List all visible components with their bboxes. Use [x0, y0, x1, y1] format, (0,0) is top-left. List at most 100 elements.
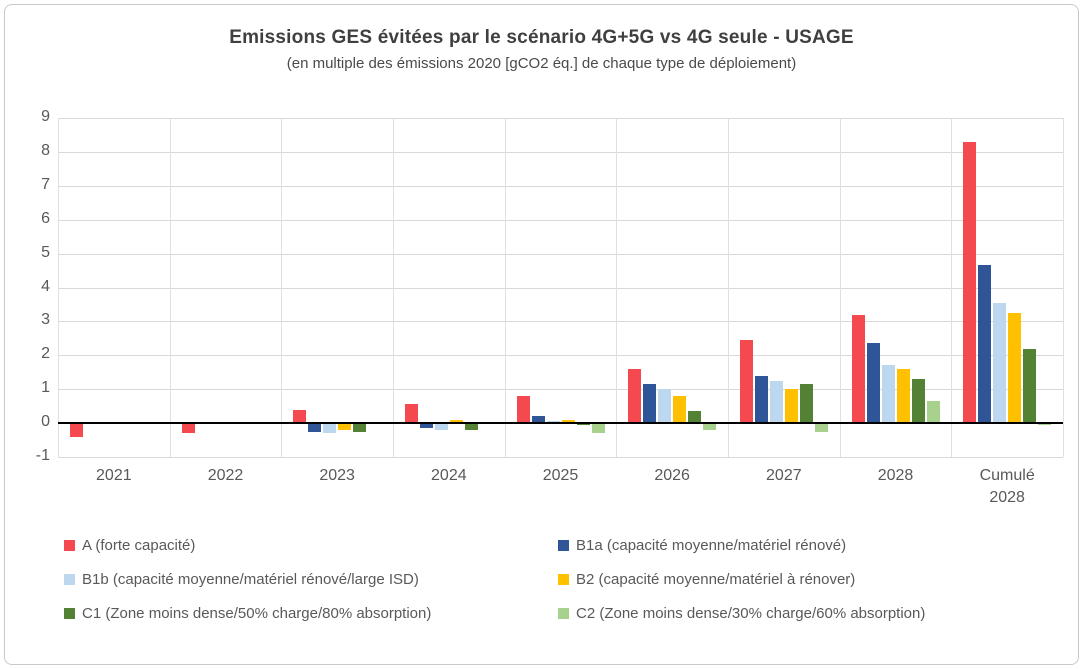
gridline-x-0 — [58, 118, 59, 457]
bar-C1-2023 — [353, 423, 367, 432]
bar-B2-2027 — [784, 389, 798, 424]
legend-label: B1b (capacité moyenne/matériel rénové/la… — [82, 571, 419, 588]
legend-swatch-icon — [558, 540, 569, 551]
legend-label: A (forte capacité) — [82, 537, 196, 554]
legend-swatch-icon — [64, 540, 75, 551]
x-axis-label-2022: 2022 — [207, 467, 244, 484]
gridline-y-7 — [58, 185, 1063, 187]
plot-area: 9 8 7 6 5 4 3 2 1 0 -1 2021 2022 2023 2024 2025 2026 2027… — [5, 5, 1078, 664]
gridline-y-5 — [58, 253, 1063, 255]
y-axis-label-3: 3 — [41, 311, 50, 329]
x-axis-label-2028: 2028 — [877, 467, 914, 484]
bar-B2-2026 — [673, 395, 687, 424]
bar-C1-Cumulé-2028 — [1023, 348, 1037, 424]
bar-B2-2028 — [896, 368, 910, 424]
gridline-x-7 — [839, 118, 841, 457]
bar-A-2021 — [69, 423, 83, 437]
bar-C1-2026 — [688, 411, 702, 424]
bar-B1a-2024 — [419, 423, 433, 429]
bar-A-2025 — [516, 395, 530, 424]
bar-C2-2028 — [926, 401, 940, 424]
x-axis-label-2023: 2023 — [319, 467, 355, 484]
chart-frame: Emissions GES évitées par le scénario 4G… — [4, 4, 1079, 665]
bar-A-2026 — [628, 368, 642, 424]
x-axis-label-2021: 2021 — [96, 467, 132, 484]
gridline-y-2 — [58, 355, 1063, 357]
bar-B1a-2023 — [308, 423, 322, 432]
x-axis-label-2025: 2025 — [542, 467, 579, 484]
gridline-x-5 — [616, 118, 618, 457]
legend-item-C1: C1 (Zone moins dense/50% charge/80% abso… — [64, 605, 558, 622]
bar-C2-2025 — [591, 423, 605, 434]
chart-title: Emissions GES évitées par le scénario 4G… — [229, 27, 854, 48]
y-axis-label-6: 6 — [41, 209, 50, 227]
gridline-y-8 — [58, 151, 1063, 153]
bar-B1b-2027 — [769, 380, 783, 424]
bar-C2-2026 — [703, 423, 717, 430]
bar-A-2023 — [293, 409, 307, 424]
legend: A (forte capacité) B1a (capacité moyenne/… — [64, 537, 925, 622]
bar-A-2028 — [851, 314, 865, 424]
legend-swatch-icon — [64, 574, 75, 585]
y-axis-label-0: 0 — [41, 413, 50, 431]
bar-A-Cumulé-2028 — [963, 141, 977, 424]
gridline-x-2 — [281, 118, 283, 457]
y-axis-label-7: 7 — [41, 175, 50, 193]
y-axis-label-9: 9 — [41, 108, 50, 125]
legend-item-B1b: B1b (capacité moyenne/matériel rénové/la… — [64, 571, 558, 588]
bar-B2-2023 — [338, 423, 352, 430]
gridline-x-4 — [504, 118, 506, 457]
gridline-x-6 — [728, 118, 729, 457]
bar-B1a-2025 — [531, 416, 545, 424]
bar-C1-2028 — [911, 379, 925, 424]
gridline-y-3 — [58, 321, 1063, 323]
chart-subtitle: (en multiple des émissions 2020 [gCO2 éq… — [286, 55, 797, 72]
gridline-x-3 — [393, 118, 394, 457]
bar-A-2022 — [181, 423, 195, 434]
bar-B2-2025 — [561, 419, 575, 424]
gridline-y--1 — [58, 457, 1063, 458]
legend-label: B1a (capacité moyenne/matériel rénové) — [576, 537, 847, 554]
x-axis-label-2026: 2026 — [654, 467, 690, 484]
gridline-x-1 — [169, 118, 171, 457]
legend-item-B2: B2 (capacité moyenne/matériel à rénover) — [558, 571, 925, 588]
legend-label: C1 (Zone moins dense/50% charge/80% abso… — [82, 605, 432, 622]
y-axis-label-2: 2 — [41, 345, 50, 363]
x-axis-label-2024: 2024 — [431, 467, 467, 484]
gridline-x-8 — [951, 118, 953, 457]
bar-B1b-2026 — [658, 389, 672, 424]
gridline-y-9 — [58, 118, 1063, 119]
bar-A-2027 — [739, 340, 753, 424]
bar-C2-2027 — [814, 423, 828, 432]
legend-item-C2: C2 (Zone moins dense/30% charge/60% abso… — [558, 605, 925, 622]
legend-swatch-icon — [64, 608, 75, 619]
bar-B1b-Cumulé-2028 — [993, 302, 1007, 424]
y-axis-label-1: 1 — [41, 379, 50, 397]
legend-label: C2 (Zone moins dense/30% charge/60% abso… — [576, 605, 926, 622]
bar-B1b-2024 — [434, 423, 448, 430]
bar-B1a-2027 — [754, 375, 768, 424]
bar-C1-2024 — [464, 423, 478, 430]
legend-swatch-icon — [558, 574, 569, 585]
bar-B1a-Cumulé-2028 — [978, 265, 992, 424]
gridline-y-1 — [58, 389, 1063, 391]
y-axis-label-5: 5 — [41, 243, 50, 261]
bar-B1b-2023 — [323, 423, 337, 434]
gridline-y-6 — [58, 219, 1063, 221]
bar-B2-Cumulé-2028 — [1008, 312, 1022, 424]
y-axis-label-4: 4 — [41, 277, 50, 295]
legend-item-A: A (forte capacité) — [64, 537, 558, 554]
gridline-x-9 — [1063, 118, 1064, 457]
y-axis-label-8: 8 — [41, 141, 50, 159]
x-axis-zero-line — [58, 422, 1063, 425]
x-axis-label-Cumulé-2028: Cumulé 2028 — [979, 467, 1035, 506]
bar-C1-2027 — [799, 384, 813, 424]
bar-B1a-2028 — [866, 343, 880, 424]
bar-A-2024 — [404, 404, 418, 424]
bar-B1a-2026 — [643, 384, 657, 424]
x-axis-label-2027: 2027 — [766, 467, 802, 484]
legend-swatch-icon — [558, 608, 569, 619]
bar-B1b-2028 — [881, 365, 895, 424]
legend-label: B2 (capacité moyenne/matériel à rénover) — [576, 571, 856, 588]
bar-B2-2024 — [449, 419, 463, 424]
